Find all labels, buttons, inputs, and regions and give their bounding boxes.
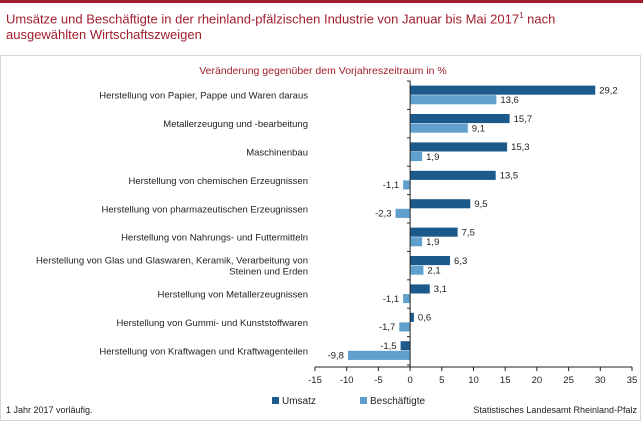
- category-label: Herstellung von Gummi- und Kunststoffwar…: [117, 318, 309, 329]
- data-label: -1,1: [383, 180, 399, 191]
- umsatz-bar: [410, 256, 451, 266]
- x-tick-label: -15: [308, 375, 322, 386]
- x-tick-label: 10: [468, 375, 479, 386]
- x-tick-label: 0: [407, 375, 412, 386]
- category-label: Herstellung von pharmazeutischen Erzeugn…: [102, 204, 308, 215]
- umsatz-bar: [410, 312, 414, 322]
- umsatz-bar: [410, 199, 471, 209]
- x-tick-label: 5: [439, 375, 444, 386]
- category-label: Herstellung von Nahrungs- und Futtermitt…: [121, 233, 308, 244]
- umsatz-bar: [410, 227, 458, 237]
- umsatz-bar: [410, 142, 508, 152]
- legend-label: Umsatz: [282, 396, 316, 407]
- x-tick-label: 15: [500, 375, 511, 386]
- category-label: Herstellung von Metallerzeugnissen: [158, 290, 309, 301]
- chart-subtitle: Veränderung gegenüber dem Vorjahreszeitr…: [199, 65, 447, 77]
- umsatz-bar: [410, 284, 430, 294]
- legend-label: Beschäftigte: [370, 396, 425, 407]
- beschaeftigte-bar: [410, 95, 497, 105]
- category-label: Steinen und Erden: [229, 267, 308, 278]
- beschaeftigte-bar: [410, 237, 423, 247]
- x-tick-label: 25: [563, 375, 574, 386]
- category-label: Maschinenbau: [246, 148, 308, 159]
- chart-frame: [0, 55, 641, 421]
- beschaeftigte-bar: [403, 180, 411, 190]
- data-label: 1,9: [426, 152, 439, 163]
- page-title: Umsätze und Beschäftigte in der rheinlan…: [6, 11, 556, 43]
- umsatz-bar: [410, 170, 496, 180]
- data-label: 2,1: [427, 265, 440, 276]
- umsatz-bar: [410, 114, 510, 124]
- beschaeftigte-bar: [410, 152, 423, 162]
- x-tick-label: -5: [374, 375, 382, 386]
- data-label: 13,5: [500, 171, 519, 182]
- category-label: Herstellung von Glas und Glaswaren, Kera…: [36, 256, 308, 267]
- beschaeftigte-bar: [410, 265, 424, 275]
- data-label: 29,2: [599, 85, 618, 96]
- data-label: 15,3: [511, 142, 530, 153]
- data-label: 9,5: [474, 199, 487, 210]
- x-tick-label: 30: [595, 375, 606, 386]
- data-label: -2,3: [375, 209, 391, 220]
- data-label: 9,1: [472, 123, 485, 134]
- category-label: Metallerzeugung und -bearbeitung: [163, 119, 308, 130]
- beschaeftigte-bar: [347, 350, 411, 360]
- data-label: 7,5: [462, 227, 475, 238]
- umsatz-bar: [410, 85, 596, 95]
- data-label: 6,3: [454, 256, 467, 267]
- umsatz-bar: [400, 341, 411, 351]
- data-label: 13,6: [500, 95, 518, 106]
- data-label: 15,7: [514, 114, 533, 125]
- data-label: -1,7: [379, 322, 395, 333]
- beschaeftigte-bar: [403, 294, 411, 304]
- x-tick-label: 35: [627, 375, 638, 386]
- data-label: -9,8: [328, 351, 344, 362]
- x-tick-label: -10: [340, 375, 354, 386]
- category-label: Herstellung von chemischen Erzeugnissen: [128, 176, 308, 187]
- category-label: Herstellung von Papier, Pappe und Waren …: [99, 91, 308, 102]
- header-accent-bar: [0, 0, 643, 3]
- data-label: 1,9: [426, 237, 439, 248]
- data-label: -1,1: [383, 294, 399, 305]
- data-label: 3,1: [434, 284, 447, 295]
- beschaeftigte-bar: [410, 123, 468, 133]
- legend-swatch: [360, 397, 367, 404]
- footnote: 1 Jahr 2017 vorläufig.: [6, 405, 93, 415]
- data-label: -1,5: [380, 341, 396, 352]
- beschaeftigte-bar: [399, 322, 411, 332]
- source-note: Statistisches Landesamt Rheinland-Pfalz: [473, 405, 637, 415]
- category-label: Herstellung von Kraftwagen und Kraftwage…: [99, 346, 308, 357]
- x-tick-label: 20: [532, 375, 543, 386]
- legend-swatch: [272, 397, 279, 404]
- data-label: 0,6: [418, 313, 431, 324]
- beschaeftigte-bar: [395, 208, 411, 218]
